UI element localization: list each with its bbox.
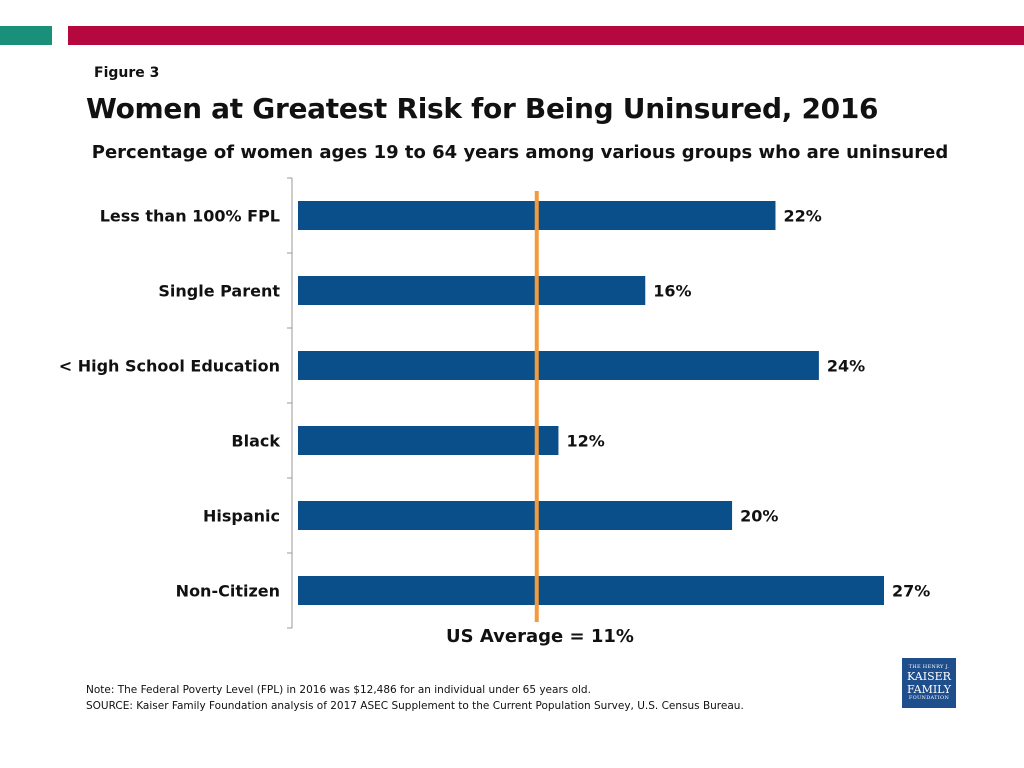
chart-subtitle: Percentage of women ages 19 to 64 years … — [91, 142, 949, 163]
value-label: 27% — [892, 582, 930, 601]
source-note: SOURCE: Kaiser Family Foundation analysi… — [86, 700, 744, 712]
figure-label: Figure 3 — [94, 65, 160, 81]
bar-5 — [298, 501, 733, 530]
bar-6 — [298, 576, 884, 605]
header-accent-bar — [68, 26, 1024, 45]
bar-2 — [298, 276, 646, 305]
value-label: 24% — [827, 357, 865, 376]
category-label: Hispanic — [203, 507, 280, 526]
category-label: Non-Citizen — [176, 582, 280, 601]
chart-title: Women at Greatest Risk for Being Uninsur… — [86, 92, 879, 125]
teal-accent-bar — [0, 26, 52, 45]
logo-line-2: KAISER — [907, 670, 951, 683]
value-label: 22% — [783, 207, 821, 226]
logo-line-4: FOUNDATION — [908, 695, 950, 701]
category-label: Less than 100% FPL — [100, 207, 280, 226]
category-label: < High School Education — [59, 357, 280, 376]
us-average-label: US Average = 11% — [446, 626, 634, 647]
value-label: 16% — [653, 282, 691, 301]
value-label: 12% — [566, 432, 604, 451]
footnote: Note: The Federal Poverty Level (FPL) in… — [86, 684, 591, 696]
bar-3 — [298, 351, 819, 380]
category-label: Single Parent — [158, 282, 280, 301]
logo-line-3: FAMILY — [906, 683, 952, 696]
bar-4 — [298, 426, 559, 455]
category-label: Black — [231, 432, 280, 451]
value-label: 20% — [740, 507, 778, 526]
logo-line-1: THE HENRY J. — [908, 664, 950, 670]
kff-logo: THE HENRY J. KAISER FAMILY FOUNDATION — [902, 658, 956, 708]
